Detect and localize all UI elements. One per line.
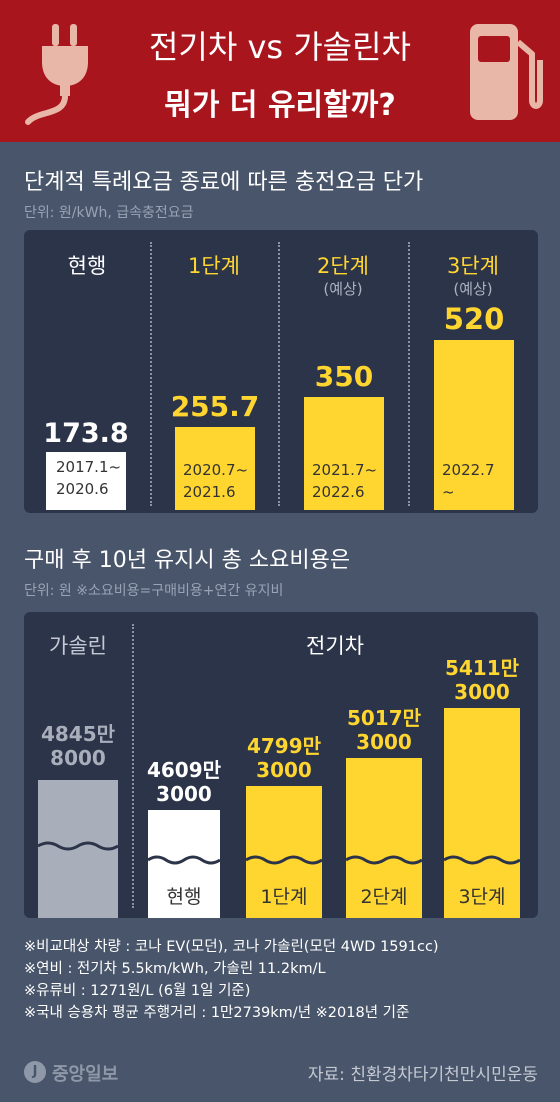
bar-stage2: 2021.7~ 2022.6 [304, 397, 384, 510]
bar-period: 2021.6 [183, 483, 236, 501]
axis-break [346, 855, 422, 865]
bar-label: 3단계 [458, 886, 506, 908]
bar-label: 2단계 [360, 886, 408, 908]
col-note: (예상) [323, 280, 363, 298]
col-label: 현행 [67, 254, 107, 278]
bar-period: 2021.7~ [312, 461, 378, 479]
rate-chart-panel: 현행 1단계 2단계 (예상) 3단계 (예상) 2017.1~ 2020.6 … [24, 230, 538, 513]
value-line: 3000 [356, 730, 412, 754]
fuel-pump-icon [470, 24, 543, 120]
value-label: 255.7 [170, 390, 260, 423]
bar-ev-stage3: 3단계 [444, 708, 520, 918]
bar-period: 2022.7 [442, 461, 495, 479]
section2-title: 구매 후 10년 유지시 총 소요비용은 [24, 548, 351, 573]
group-label-ev: 전기차 [306, 634, 364, 658]
value-line: 4845만 [40, 722, 116, 746]
bar-period: 2017.1~ [56, 458, 122, 476]
bar-stage3: 2022.7 ~ [434, 340, 514, 510]
note-item: ※연비 : 전기차 5.5km/kWh, 가솔린 11.2km/L [24, 961, 326, 977]
value-label: 4799만 3000 [236, 734, 332, 782]
divider [408, 242, 410, 506]
note-item: ※유류비 : 1271원/L (6월 1일 기준) [24, 983, 251, 999]
value-line: 3000 [156, 782, 212, 806]
col-label: 2단계 [316, 254, 369, 278]
header-banner: 전기차 vs 가솔린차 뭐가 더 유리할까? [0, 0, 560, 142]
value-label: 4845만 8000 [28, 722, 128, 770]
axis-break [148, 855, 220, 865]
bar-ev-stage1: 1단계 [246, 786, 322, 918]
bar-period: 2020.6 [56, 480, 109, 498]
bar-ev-stage2: 2단계 [346, 758, 422, 918]
divider [150, 242, 152, 506]
value-label: 173.8 [43, 418, 129, 449]
bar-period: ~ [442, 483, 455, 501]
joongang-logo-icon: J [24, 1061, 46, 1083]
value-line: 5017만 [346, 706, 422, 730]
axis-break [38, 841, 118, 851]
bar-period: 2020.7~ [183, 461, 249, 479]
value-line: 4799만 [246, 734, 322, 758]
col-label: 3단계 [446, 254, 499, 278]
divider [132, 624, 134, 908]
value-label: 520 [443, 302, 505, 336]
section1-unit: 단위: 원/kWh, 급속충전요금 [24, 205, 194, 221]
source-text: 자료: 친환경차타기천만시민운동 [307, 1065, 538, 1085]
value-line: 3000 [454, 680, 510, 704]
value-label: 4609만 3000 [136, 758, 232, 806]
value-line: 3000 [256, 758, 312, 782]
notes-list: ※비교대상 차량 : 코나 EV(모던), 코나 가솔린(모던 4WD 1591… [24, 936, 439, 1024]
cost-chart-panel: 가솔린 전기차 현행 1단계 2단계 3단계 4845만 8000 4609만 … [24, 612, 538, 918]
logo-text: 중앙일보 [52, 1064, 119, 1085]
value-label: 5411만 3000 [434, 656, 530, 704]
value-line: 4609만 [146, 758, 222, 782]
note-item: ※국내 승용차 평균 주행거리 : 1만2739km/년 ※2018년 기준 [24, 1005, 410, 1021]
group-label-gasoline: 가솔린 [49, 634, 107, 658]
axis-break [246, 855, 322, 865]
bar-current: 2017.1~ 2020.6 [46, 452, 126, 510]
axis-break [444, 855, 520, 865]
value-label: 5017만 3000 [336, 706, 432, 754]
title-line2: 뭐가 더 유리할까? [164, 88, 396, 123]
bar-stage1: 2020.7~ 2021.6 [175, 427, 255, 510]
note-item: ※비교대상 차량 : 코나 EV(모던), 코나 가솔린(모던 4WD 1591… [24, 939, 439, 955]
title-line1: 전기차 vs 가솔린차 [148, 28, 412, 66]
bar-label: 현행 [166, 886, 202, 908]
bar-ev-current: 현행 [148, 810, 220, 918]
col-note: (예상) [453, 280, 493, 298]
value-line: 5411만 [444, 656, 520, 680]
section2-unit: 단위: 원 ※소요비용=구매비용+연간 유지비 [24, 583, 284, 599]
value-line: 8000 [50, 746, 106, 770]
bar-period: 2022.6 [312, 483, 365, 501]
section1-title: 단계적 특례요금 종료에 따른 충전요금 단가 [24, 170, 424, 195]
col-label: 1단계 [187, 254, 240, 278]
bar-label: 1단계 [260, 886, 308, 908]
divider [278, 242, 280, 506]
plug-icon [25, 24, 88, 125]
value-label: 350 [314, 360, 374, 393]
bar-gasoline [38, 780, 118, 918]
